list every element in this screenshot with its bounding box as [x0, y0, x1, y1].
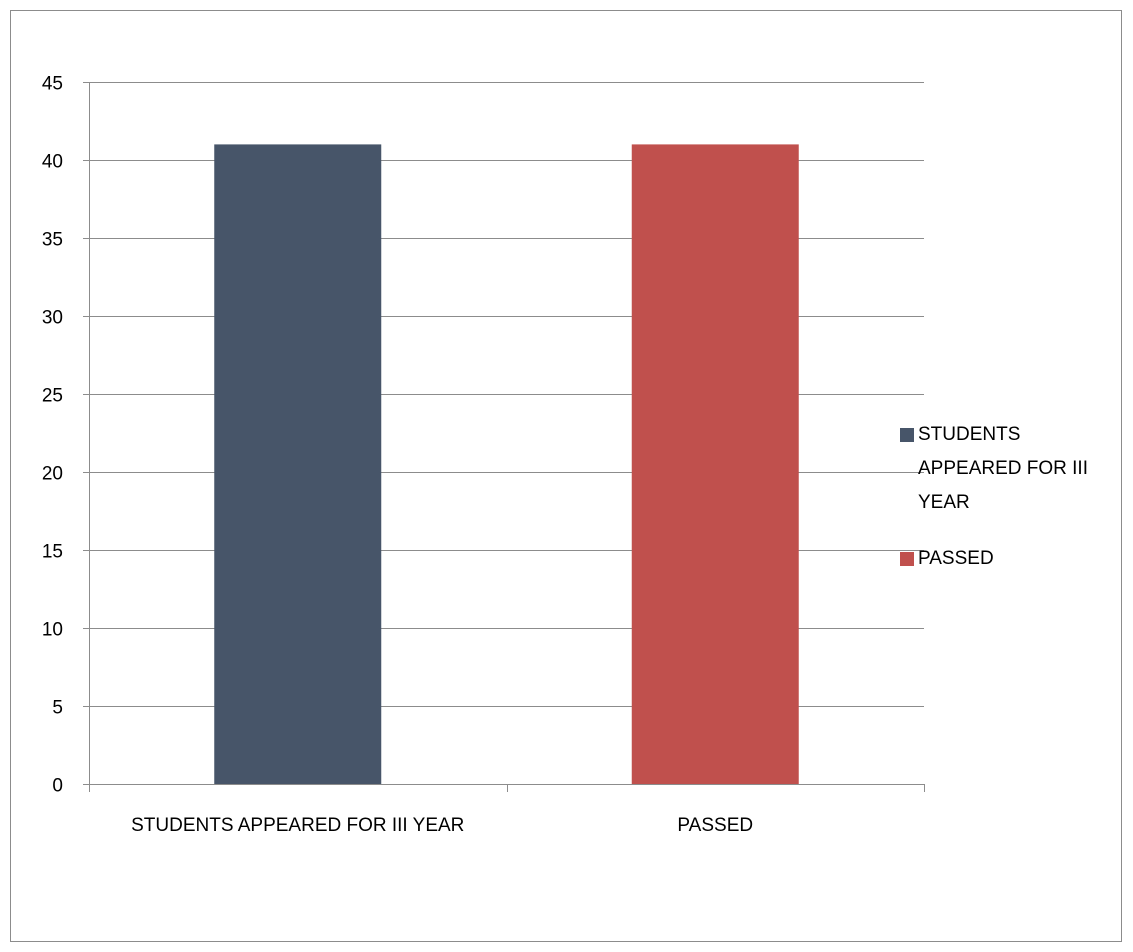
legend-swatch	[900, 428, 914, 442]
legend-label: STUDENTS	[918, 424, 1020, 445]
x-tick-label: PASSED	[677, 815, 753, 836]
bar	[214, 144, 382, 784]
legend-label: PASSED	[918, 548, 994, 569]
y-tick-label: 45	[42, 74, 63, 95]
y-tick-label: 30	[42, 308, 63, 329]
bar	[631, 144, 799, 784]
y-tick-label: 5	[52, 698, 63, 719]
legend: STUDENTS APPEARED FOR III YEAR PASSED	[900, 424, 1088, 569]
legend-entry: STUDENTS APPEARED FOR III YEAR	[900, 424, 1088, 513]
y-tick-labels: 0 5 10 15 20 25 30 35 40 45	[42, 74, 63, 797]
y-tick-label: 15	[42, 542, 63, 563]
chart-frame	[10, 10, 1122, 942]
axes	[83, 82, 925, 792]
y-tick-label: 35	[42, 230, 63, 251]
y-tick-label: 0	[52, 776, 63, 797]
x-tick-label: STUDENTS APPEARED FOR III YEAR	[131, 815, 464, 836]
y-tick-label: 20	[42, 464, 63, 485]
legend-label: YEAR	[918, 492, 970, 513]
y-tick-label: 10	[42, 620, 63, 641]
y-tick-label: 40	[42, 152, 63, 173]
y-tick-label: 25	[42, 386, 63, 407]
x-tick-labels: STUDENTS APPEARED FOR III YEAR PASSED	[131, 815, 753, 836]
legend-entry: PASSED	[900, 548, 994, 569]
legend-swatch	[900, 552, 914, 566]
legend-label: APPEARED FOR III	[918, 458, 1088, 479]
bars	[214, 144, 799, 784]
